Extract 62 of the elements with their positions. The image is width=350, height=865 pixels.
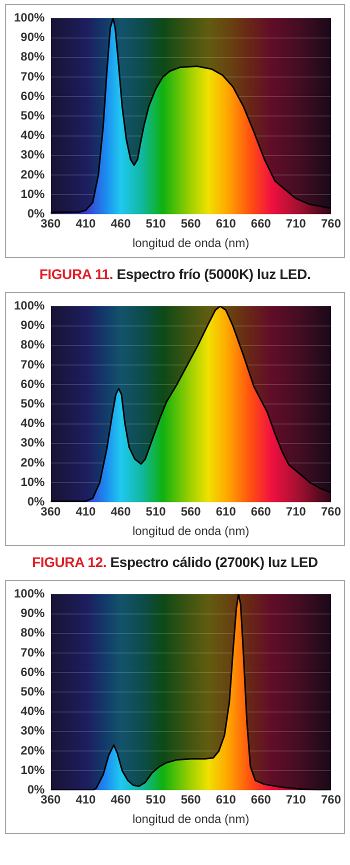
- y-tick-label: 10%: [20, 762, 46, 777]
- x-tick-label: 360: [40, 216, 62, 231]
- x-tick-label: 710: [286, 792, 306, 807]
- y-tick-label: 30%: [20, 724, 46, 738]
- y-tick-label: 40%: [20, 128, 46, 142]
- x-tick-label: 610: [216, 504, 236, 519]
- y-tick-label: 50%: [20, 396, 46, 411]
- text: FIGURA 11. Espectro frío (5000K) luz LED.: [38, 266, 312, 282]
- y-tick-label: 70%: [20, 69, 46, 84]
- y-tick-label: 70%: [20, 645, 46, 660]
- x-tick-label: 660: [250, 792, 272, 807]
- y-tick-label: 90%: [20, 318, 46, 332]
- y-tick-label: 100%: [14, 10, 46, 25]
- x-tick-label: 710: [286, 216, 306, 231]
- y-tick-label: 100%: [14, 298, 46, 313]
- y-tick-label: 80%: [20, 338, 46, 352]
- text: FIGURA 12. Espectro cálido (2700K) luz LED: [31, 554, 319, 570]
- x-axis-title: longitud de onda (nm): [132, 524, 250, 538]
- x-tick-label: 660: [250, 504, 272, 519]
- x-tick-label: 460: [110, 504, 132, 519]
- x-axis-title: longitud de onda (nm): [132, 812, 250, 826]
- y-tick-label: 60%: [20, 376, 46, 391]
- x-tick-label: 360: [40, 792, 62, 807]
- x-tick-label: 610: [216, 792, 236, 807]
- y-tick-label: 60%: [20, 88, 46, 103]
- x-tick-label: 410: [76, 504, 96, 519]
- x-tick-label: 760: [320, 216, 342, 231]
- x-tick-label: 510: [146, 216, 166, 231]
- y-tick-label: 80%: [20, 50, 46, 64]
- x-tick-label: 660: [250, 216, 272, 231]
- x-tick-label: 710: [286, 504, 306, 519]
- x-axis-title: longitud de onda (nm): [132, 236, 250, 250]
- y-tick-label: 90%: [20, 606, 46, 620]
- y-tick-label: 60%: [20, 664, 46, 679]
- x-tick-label: 360: [40, 504, 62, 519]
- y-tick-label: 10%: [20, 474, 46, 489]
- x-tick-label: 460: [110, 216, 132, 231]
- y-tick-label: 40%: [20, 416, 46, 430]
- x-tick-label: 760: [320, 792, 342, 807]
- y-tick-label: 30%: [20, 436, 46, 450]
- y-tick-label: 80%: [20, 626, 46, 640]
- y-tick-label: 20%: [20, 743, 46, 758]
- y-tick-label: 50%: [20, 684, 46, 699]
- y-tick-label: 10%: [20, 186, 46, 201]
- x-tick-label: 410: [76, 216, 96, 231]
- x-tick-label: 560: [180, 504, 202, 519]
- y-tick-label: 90%: [20, 30, 46, 44]
- x-tick-label: 460: [110, 792, 132, 807]
- x-tick-label: 560: [180, 792, 202, 807]
- x-tick-label: 510: [146, 504, 166, 519]
- y-tick-label: 20%: [20, 167, 46, 182]
- x-tick-label: 760: [320, 504, 342, 519]
- y-tick-label: 20%: [20, 455, 46, 470]
- y-tick-label: 50%: [20, 108, 46, 123]
- y-tick-label: 40%: [20, 704, 46, 718]
- x-tick-label: 510: [146, 792, 166, 807]
- x-tick-label: 610: [216, 216, 236, 231]
- x-tick-label: 410: [76, 792, 96, 807]
- y-tick-label: 30%: [20, 148, 46, 162]
- x-tick-label: 560: [180, 216, 202, 231]
- y-tick-label: 100%: [14, 586, 46, 601]
- y-tick-label: 70%: [20, 357, 46, 372]
